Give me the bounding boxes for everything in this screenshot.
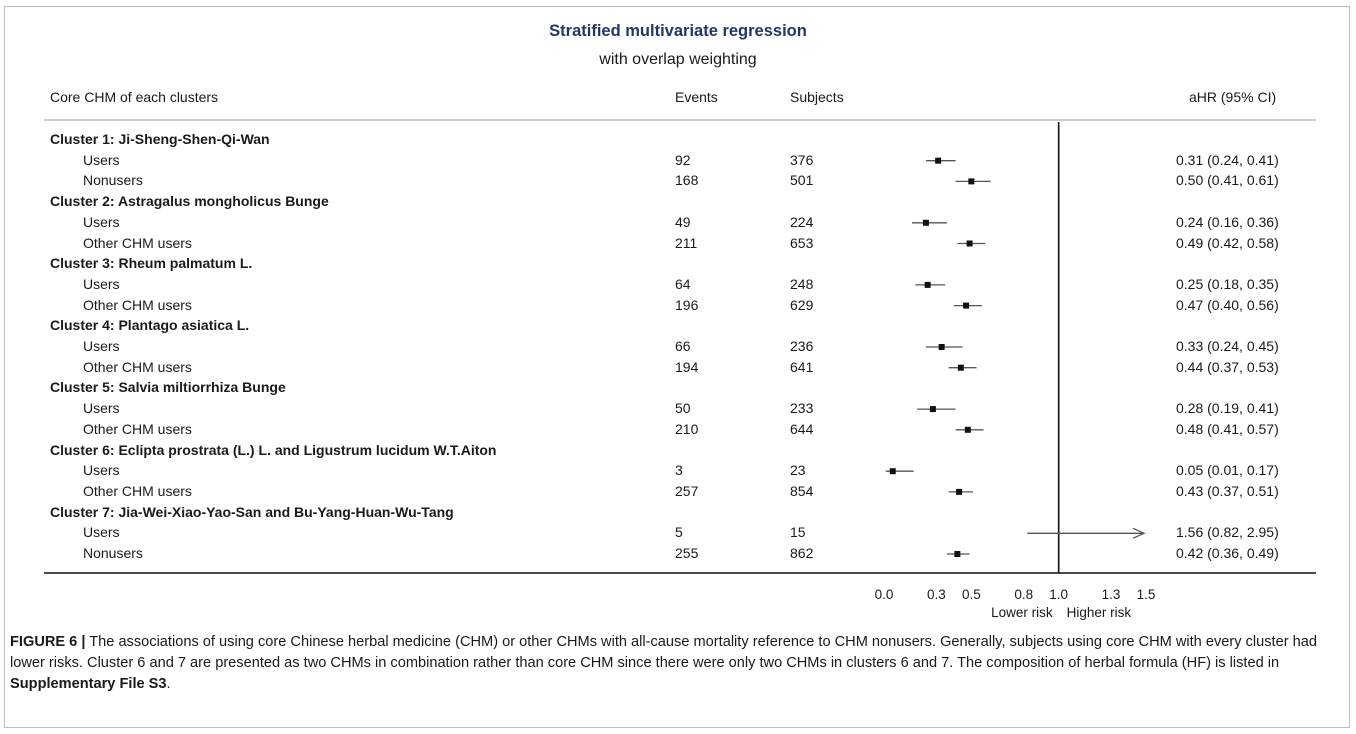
row-label: Other CHM users <box>83 482 192 499</box>
figure-frame <box>4 6 1350 728</box>
events-value: 66 <box>675 338 691 354</box>
subjects-value: 233 <box>790 400 814 417</box>
group-label: Cluster 3: Rheum palmatum L. <box>50 255 253 272</box>
figure-caption: FIGURE 6 | The associations of using cor… <box>10 632 1346 695</box>
subjects-value: 376 <box>790 151 814 168</box>
row-label: Users <box>83 524 120 541</box>
hr-marker <box>966 240 973 247</box>
hr-marker <box>889 468 896 475</box>
x-tick-label: 1.3 <box>1102 587 1121 602</box>
column-header-events: Events <box>675 89 718 105</box>
chart-subtitle: with overlap weighting <box>599 51 757 68</box>
hr-marker <box>922 219 929 226</box>
row-label: Other CHM users <box>83 420 192 437</box>
caption-end: . <box>166 676 171 692</box>
subjects-value: 15 <box>790 524 806 541</box>
column-header-label: Core CHM of each clusters <box>50 89 219 105</box>
events-value: 49 <box>675 213 691 230</box>
events-value: 5 <box>675 524 683 541</box>
group-label: Cluster 5: Salvia miltiorrhiza Bunge <box>50 379 286 396</box>
row-label: Users <box>83 275 120 292</box>
hr-marker <box>954 551 961 557</box>
group-label: Cluster 2: Astragalus mongholicus Bunge <box>50 193 329 210</box>
subjects-value: 248 <box>790 275 814 292</box>
subjects-value: 23 <box>790 462 806 479</box>
subjects-value: 224 <box>790 213 814 230</box>
group-label: Cluster 4: Plantago asiatica L. <box>50 317 250 334</box>
column-header-ci: aHR (95% CI) <box>1189 89 1277 105</box>
higher-risk-label: Higher risk <box>1067 605 1132 620</box>
hr-marker <box>938 344 945 350</box>
row-label: Other CHM users <box>83 296 192 313</box>
ci-value: 0.05 (0.01, 0.17) <box>1176 462 1279 479</box>
lower-risk-label: Lower risk <box>991 605 1053 620</box>
group-label: Cluster 1: Ji-Sheng-Shen-Qi-Wan <box>50 131 270 147</box>
hr-marker <box>957 364 964 371</box>
row-label: Other CHM users <box>83 234 192 251</box>
forest-plot: 0.0 0.3 0.5 0.8 1.0 1.3 1.5 Lower risk Higher ri… <box>44 119 1316 620</box>
events-value: 92 <box>675 151 691 168</box>
row-label: Users <box>83 151 120 168</box>
row-label: Other CHM users <box>83 358 192 375</box>
ci-value: 0.44 (0.37, 0.53) <box>1176 358 1279 375</box>
ci-value: 0.49 (0.42, 0.58) <box>1176 234 1279 251</box>
ci-arrow <box>1132 527 1146 539</box>
row-label: Nonusers <box>83 172 143 189</box>
events-value: 211 <box>675 234 698 251</box>
events-value: 194 <box>675 358 699 375</box>
subjects-value: 862 <box>790 545 814 561</box>
events-value: 257 <box>675 482 699 499</box>
ci-value: 0.42 (0.36, 0.49) <box>1176 545 1279 561</box>
caption-label: FIGURE 6 | <box>10 634 86 650</box>
events-value: 196 <box>675 296 699 313</box>
ci-value: 0.47 (0.40, 0.56) <box>1176 296 1279 313</box>
hr-marker <box>935 157 942 164</box>
hr-marker <box>929 406 936 413</box>
row-label: Users <box>83 213 120 230</box>
hr-marker <box>956 488 963 495</box>
ci-value: 0.48 (0.41, 0.57) <box>1176 420 1279 437</box>
subjects-value: 501 <box>790 172 814 189</box>
hr-marker <box>963 302 970 309</box>
x-tick-label: 1.5 <box>1137 587 1156 602</box>
row-label: Users <box>83 338 120 354</box>
events-value: 255 <box>675 545 699 561</box>
chart-title: Stratified multivariate regression <box>549 22 807 40</box>
events-value: 168 <box>675 172 699 189</box>
subjects-value: 629 <box>790 296 814 313</box>
ci-value: 0.25 (0.18, 0.35) <box>1176 275 1279 292</box>
events-value: 50 <box>675 400 691 417</box>
caption-text: The associations of using core Chinese h… <box>10 634 1317 671</box>
x-tick-label: 0.0 <box>875 587 894 602</box>
group-label: Cluster 6: Eclipta prostrata (L.) L. and… <box>50 441 497 458</box>
x-tick-label: 0.3 <box>927 587 946 602</box>
hr-marker <box>968 178 975 185</box>
ci-value: 0.24 (0.16, 0.36) <box>1176 213 1279 230</box>
subjects-value: 236 <box>790 338 814 354</box>
caption-link[interactable]: Supplementary File S3 <box>10 676 167 692</box>
ci-value: 0.50 (0.41, 0.61) <box>1176 172 1279 189</box>
x-tick-label: 0.8 <box>1014 587 1033 602</box>
ci-value: 0.33 (0.24, 0.45) <box>1176 338 1279 354</box>
ci-value: 0.28 (0.19, 0.41) <box>1176 400 1279 417</box>
events-value: 64 <box>675 275 691 292</box>
subjects-value: 641 <box>790 358 814 375</box>
subjects-value: 854 <box>790 482 814 499</box>
subjects-value: 653 <box>790 234 814 251</box>
ci-value: 1.56 (0.82, 2.95) <box>1176 524 1279 541</box>
events-value: 210 <box>675 420 699 437</box>
hr-marker <box>964 426 971 433</box>
subjects-value: 644 <box>790 420 814 437</box>
hr-marker <box>924 281 931 288</box>
ci-value: 0.43 (0.37, 0.51) <box>1176 482 1279 499</box>
group-label: Cluster 7: Jia-Wei-Xiao-Yao-San and Bu-Y… <box>50 503 454 520</box>
events-value: 3 <box>675 462 683 479</box>
row-label: Users <box>83 462 120 479</box>
row-label: Nonusers <box>83 545 143 561</box>
ci-value: 0.31 (0.24, 0.41) <box>1176 151 1279 168</box>
x-tick-label: 0.5 <box>962 587 981 602</box>
column-header-subjects: Subjects <box>790 89 844 105</box>
row-label: Users <box>83 400 120 417</box>
x-tick-label: 1.0 <box>1049 587 1068 602</box>
